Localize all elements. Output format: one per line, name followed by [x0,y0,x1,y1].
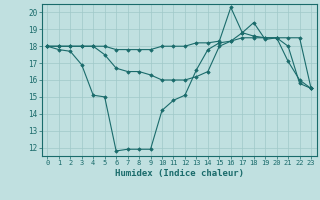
X-axis label: Humidex (Indice chaleur): Humidex (Indice chaleur) [115,169,244,178]
